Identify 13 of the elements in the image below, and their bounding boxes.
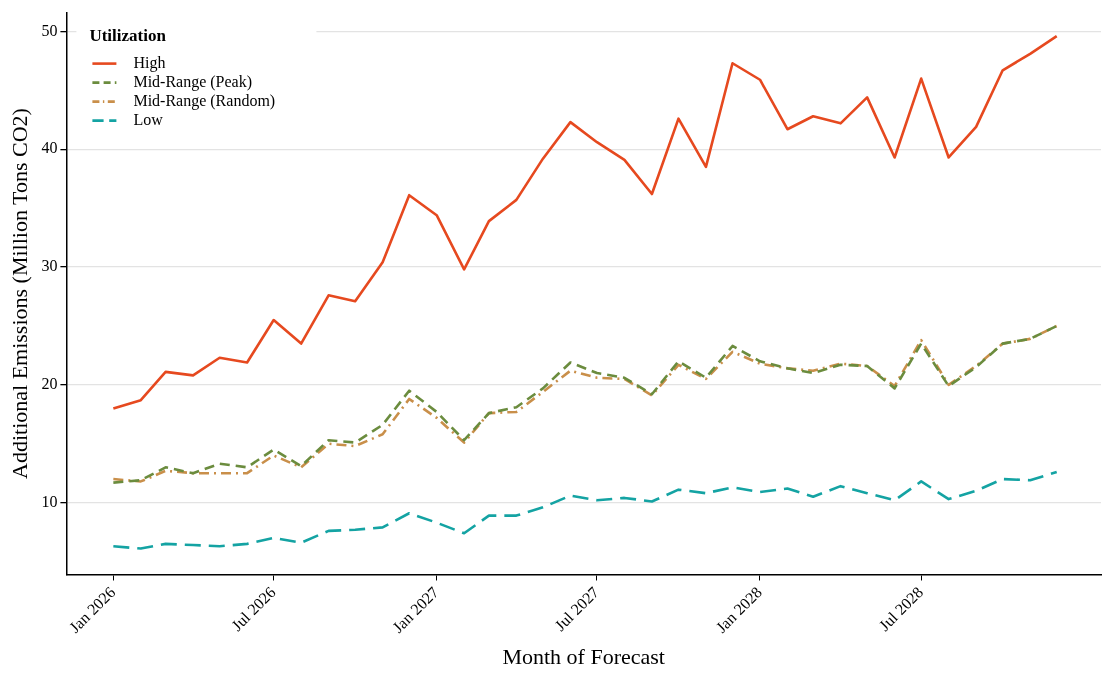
legend-label: High	[133, 53, 166, 72]
y-tick-label: 10	[41, 492, 58, 510]
y-tick-label: 30	[41, 257, 58, 275]
legend-label: Mid-Range (Random)	[133, 91, 276, 110]
y-tick-label: 20	[41, 375, 58, 393]
y-tick-label: 40	[41, 139, 58, 157]
x-axis-title: Month of Forecast	[502, 643, 665, 669]
legend-title: Utilization	[89, 25, 167, 45]
y-axis-title: Additional Emissions (Million Tons CO2)	[6, 108, 32, 479]
legend-label: Low	[133, 110, 164, 128]
line-series	[112, 470, 1059, 550]
y-tick-label: 50	[41, 21, 58, 39]
legend-label: Mid-Range (Peak)	[133, 72, 253, 91]
